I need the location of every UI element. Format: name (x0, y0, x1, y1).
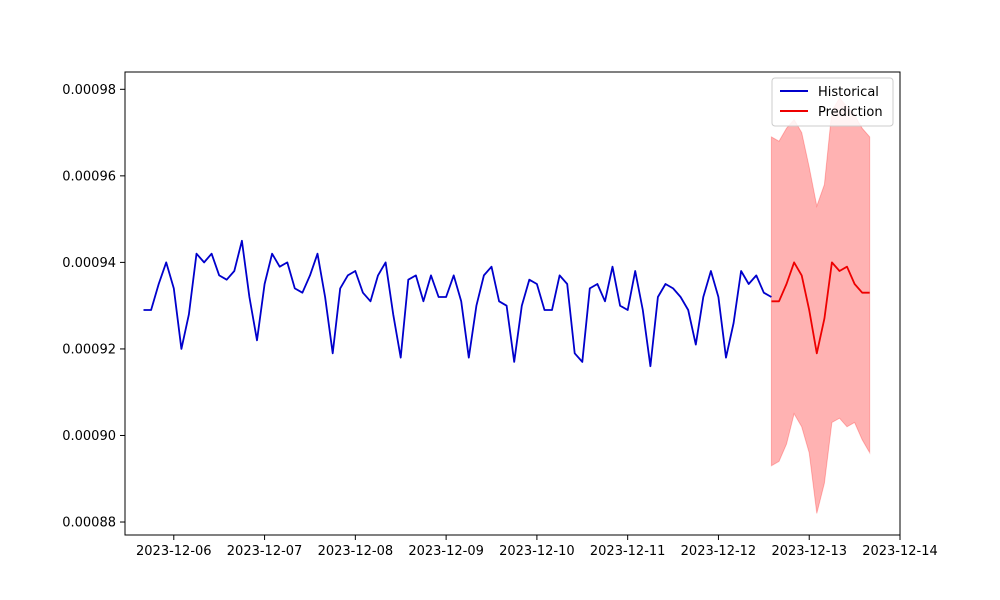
x-tick-label: 2023-12-08 (318, 544, 394, 559)
legend: Historical Prediction (771, 77, 894, 127)
x-tick-label: 2023-12-11 (590, 544, 666, 559)
series-line-historical (143, 239, 772, 368)
plot-area-frame (124, 71, 901, 536)
y-tick-label: 0.00090 (62, 429, 116, 444)
x-tick-label: 2023-12-12 (681, 544, 757, 559)
y-axis: 0.00088 0.00090 0.00092 0.00094 0.00096 0.000… (62, 83, 125, 531)
series-line-prediction (771, 261, 870, 355)
y-tick-label: 0.00098 (62, 83, 116, 98)
prediction-band-layer (770, 97, 871, 514)
x-tick-label: 2023-12-07 (227, 544, 303, 559)
x-tick-label: 2023-12-10 (499, 544, 575, 559)
x-axis: 2023-12-06 2023-12-07 2023-12-08 2023-12-09… (136, 535, 938, 559)
series-layer (143, 239, 870, 368)
x-tick-label: 2023-12-06 (136, 544, 212, 559)
y-tick-label: 0.00088 (62, 516, 116, 531)
x-tick-label: 2023-12-14 (862, 544, 938, 559)
legend-label-prediction: Prediction (818, 105, 883, 120)
legend-label-historical: Historical (818, 85, 879, 100)
x-tick-label: 2023-12-09 (408, 544, 484, 559)
y-tick-label: 0.00096 (62, 169, 116, 184)
x-tick-label: 2023-12-13 (771, 544, 847, 559)
y-tick-label: 0.00092 (62, 342, 116, 357)
y-tick-label: 0.00094 (62, 256, 116, 271)
prediction-interval-band (770, 97, 871, 514)
